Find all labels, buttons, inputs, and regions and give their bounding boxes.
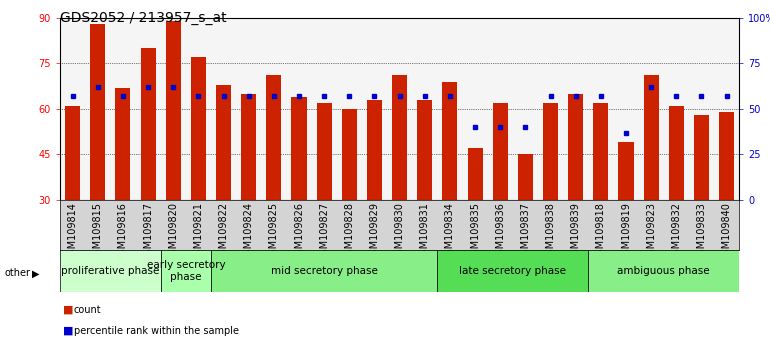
Bar bbox=[90, 24, 105, 200]
Bar bbox=[669, 106, 684, 200]
Bar bbox=[161, 250, 211, 292]
Bar bbox=[437, 250, 588, 292]
Text: GSM109823: GSM109823 bbox=[646, 202, 656, 261]
Bar bbox=[392, 75, 407, 200]
Text: late secretory phase: late secretory phase bbox=[460, 266, 566, 276]
Text: GSM109814: GSM109814 bbox=[68, 202, 78, 261]
Text: GSM109838: GSM109838 bbox=[546, 202, 555, 261]
Bar bbox=[241, 94, 256, 200]
Bar bbox=[694, 115, 709, 200]
Bar bbox=[141, 48, 156, 200]
Bar bbox=[191, 57, 206, 200]
Text: count: count bbox=[74, 305, 102, 315]
Bar bbox=[594, 103, 608, 200]
Bar bbox=[266, 75, 281, 200]
Text: GSM109824: GSM109824 bbox=[244, 202, 253, 261]
Text: proliferative phase: proliferative phase bbox=[61, 266, 159, 276]
Text: GSM109821: GSM109821 bbox=[193, 202, 203, 261]
Text: GSM109829: GSM109829 bbox=[370, 202, 380, 261]
Text: GSM109832: GSM109832 bbox=[671, 202, 681, 261]
Text: GSM109825: GSM109825 bbox=[269, 202, 279, 261]
Text: ambiguous phase: ambiguous phase bbox=[618, 266, 710, 276]
Bar bbox=[543, 103, 558, 200]
Text: ■: ■ bbox=[63, 326, 74, 336]
Text: ■: ■ bbox=[63, 305, 74, 315]
Bar bbox=[618, 142, 634, 200]
Text: GSM109835: GSM109835 bbox=[470, 202, 480, 261]
Bar bbox=[166, 21, 181, 200]
Text: GSM109833: GSM109833 bbox=[697, 202, 706, 261]
Text: early secretory
phase: early secretory phase bbox=[146, 260, 225, 282]
Text: GSM109840: GSM109840 bbox=[721, 202, 731, 261]
Text: GSM109818: GSM109818 bbox=[596, 202, 606, 261]
Text: GSM109819: GSM109819 bbox=[621, 202, 631, 261]
Text: GSM109839: GSM109839 bbox=[571, 202, 581, 261]
Bar bbox=[367, 100, 382, 200]
Bar bbox=[644, 75, 658, 200]
Text: GSM109834: GSM109834 bbox=[445, 202, 455, 261]
Bar bbox=[467, 148, 483, 200]
Bar bbox=[588, 250, 739, 292]
Text: GSM109830: GSM109830 bbox=[395, 202, 404, 261]
Bar bbox=[116, 87, 130, 200]
Text: ▶: ▶ bbox=[32, 268, 40, 278]
Bar bbox=[211, 250, 437, 292]
Text: GSM109815: GSM109815 bbox=[93, 202, 102, 261]
Text: GSM109831: GSM109831 bbox=[420, 202, 430, 261]
Bar bbox=[568, 94, 583, 200]
Bar bbox=[65, 106, 80, 200]
Bar bbox=[342, 109, 357, 200]
Text: GSM109827: GSM109827 bbox=[320, 202, 329, 261]
Text: GSM109836: GSM109836 bbox=[495, 202, 505, 261]
Text: GSM109817: GSM109817 bbox=[143, 202, 153, 261]
Bar bbox=[493, 103, 507, 200]
Bar bbox=[216, 85, 231, 200]
Text: GSM109826: GSM109826 bbox=[294, 202, 304, 261]
Text: other: other bbox=[5, 268, 31, 278]
Bar bbox=[292, 97, 306, 200]
Text: GSM109822: GSM109822 bbox=[219, 202, 229, 261]
Bar bbox=[443, 81, 457, 200]
Text: mid secretory phase: mid secretory phase bbox=[271, 266, 377, 276]
Text: GSM109820: GSM109820 bbox=[169, 202, 178, 261]
Bar bbox=[417, 100, 432, 200]
Bar bbox=[60, 250, 161, 292]
Bar bbox=[719, 112, 734, 200]
Text: GSM109816: GSM109816 bbox=[118, 202, 128, 261]
Text: GSM109837: GSM109837 bbox=[521, 202, 531, 261]
Text: GSM109828: GSM109828 bbox=[344, 202, 354, 261]
Text: GDS2052 / 213957_s_at: GDS2052 / 213957_s_at bbox=[60, 11, 226, 25]
Bar bbox=[518, 154, 533, 200]
Bar bbox=[316, 103, 332, 200]
Text: percentile rank within the sample: percentile rank within the sample bbox=[74, 326, 239, 336]
